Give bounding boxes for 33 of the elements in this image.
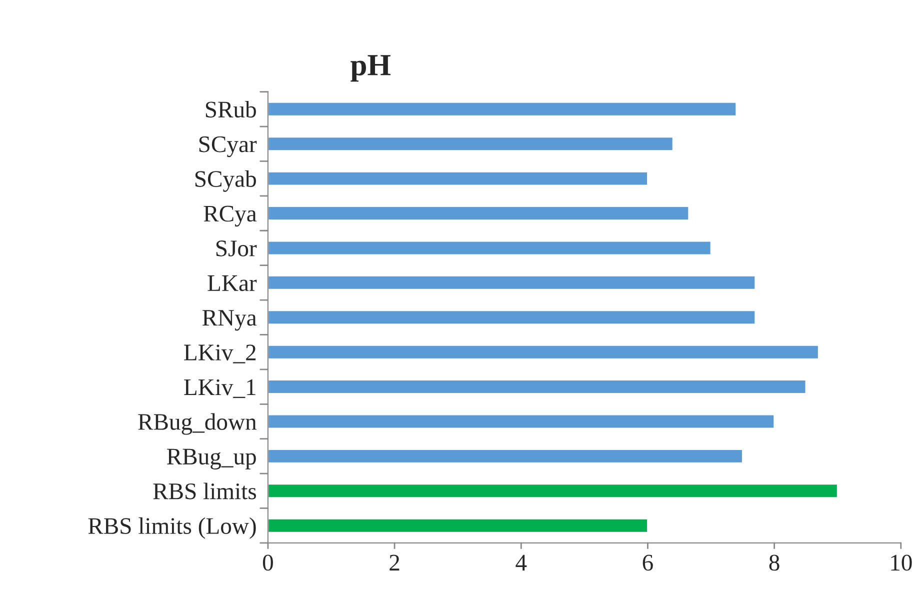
x-tick-label: 0	[262, 554, 273, 571]
bar	[268, 344, 820, 360]
y-tick-label: LKar	[208, 275, 257, 292]
y-tick-label: LKiv_1	[184, 379, 256, 398]
chart-title: pH	[350, 55, 390, 82]
y-tick-label: SJor	[216, 240, 257, 256]
y-tick-label: RBS limits (Low)	[88, 517, 256, 539]
x-tick-label: 10	[891, 554, 912, 571]
bar	[268, 414, 776, 430]
x-tick-label: 8	[769, 554, 780, 571]
bar	[268, 483, 838, 499]
y-tick-label: RCya	[204, 206, 257, 227]
bar	[268, 448, 744, 464]
y-tick-label: RNya	[202, 310, 257, 331]
bar	[268, 310, 756, 326]
bar	[268, 275, 756, 290]
y-tick-label: SCyab	[195, 170, 256, 192]
y-tick-label: SRub	[206, 100, 256, 118]
bar	[268, 102, 738, 117]
bar	[268, 170, 648, 186]
x-tick-label: 6	[642, 554, 653, 571]
y-tick-label: RBug_up	[167, 448, 256, 470]
x-tick-label: 4	[516, 554, 527, 570]
y-tick-label: RBS limits	[153, 482, 256, 500]
y-tick-label: RBug_down	[138, 413, 256, 435]
y-tick-label: SCyar	[199, 136, 257, 158]
x-tick-label: 2	[390, 554, 400, 570]
bar	[268, 518, 648, 534]
bar	[268, 136, 674, 152]
bar	[268, 206, 690, 221]
y-tick-label: LKiv_2	[184, 344, 256, 364]
bar	[268, 379, 807, 394]
bar	[268, 240, 712, 256]
